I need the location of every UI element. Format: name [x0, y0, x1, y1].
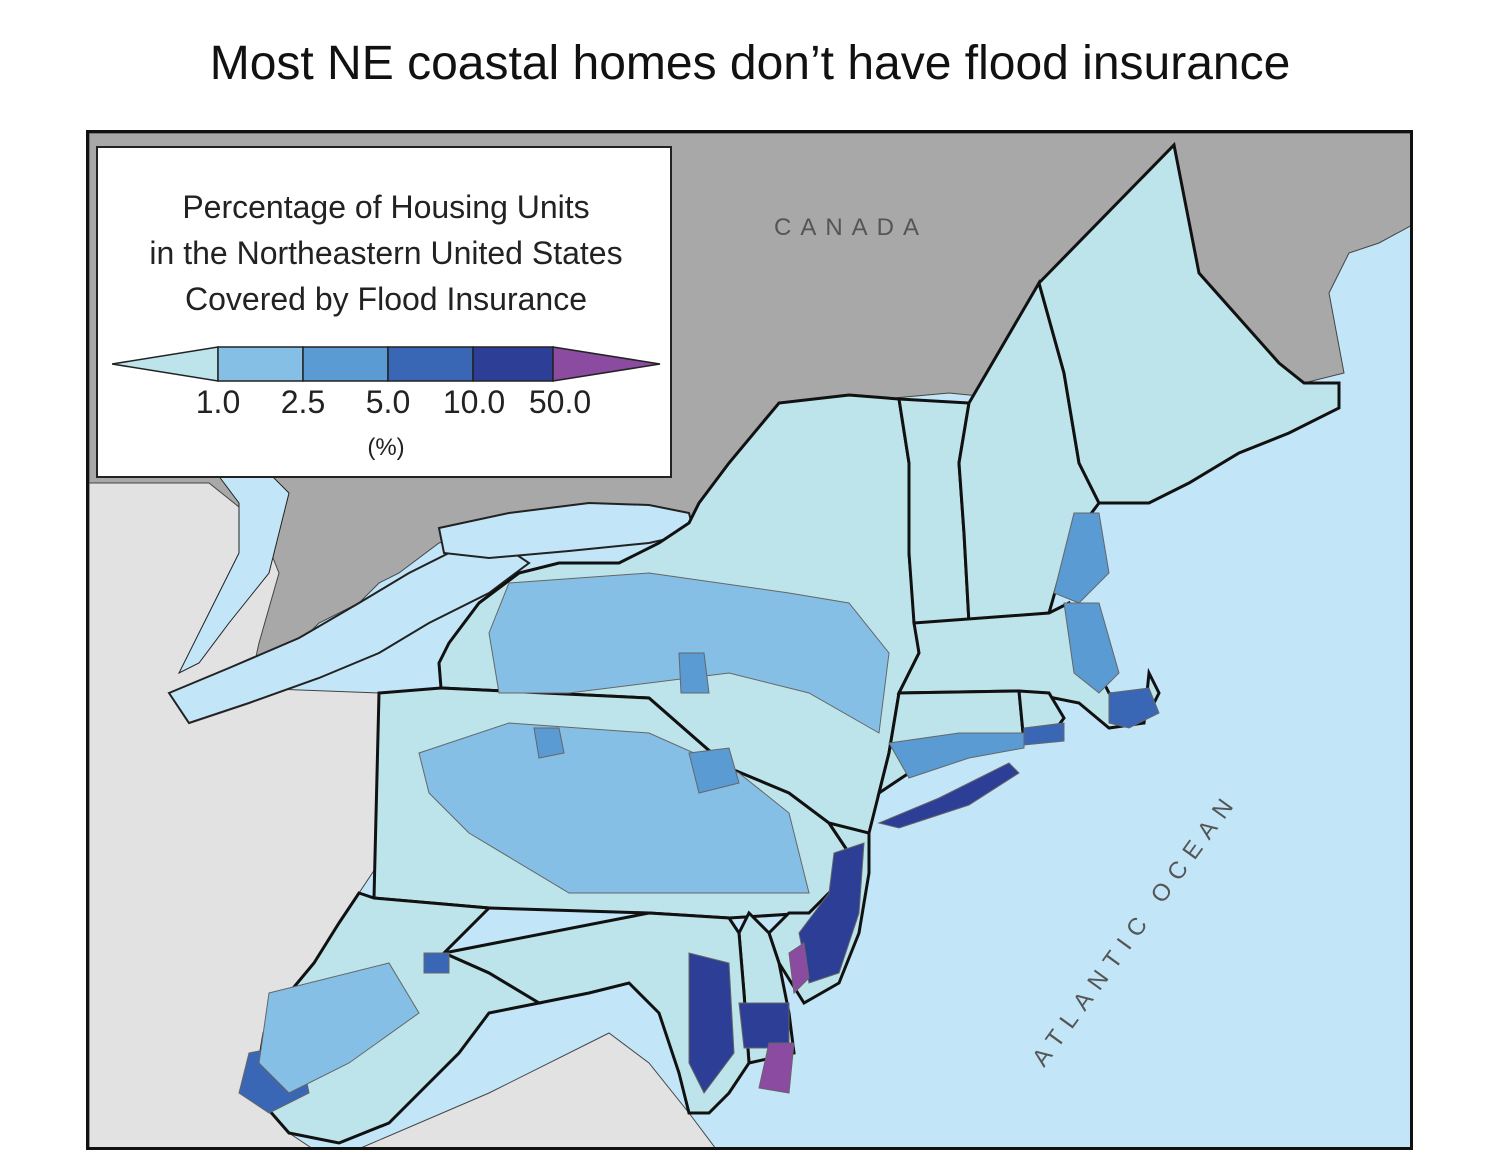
legend-swatch-3: [387, 346, 474, 382]
legend-swatch-4: [472, 346, 554, 382]
legend-tick-4: 10.0: [442, 384, 506, 420]
legend-title-line-3: Covered by Flood Insurance: [185, 281, 587, 317]
patch-ri: [1023, 722, 1065, 746]
legend-title-line-2: in the Northeastern United States: [149, 235, 623, 271]
patch-ma-cape: [1108, 687, 1160, 729]
map-svg: CANADA ATLANTIC OCEAN: [89, 133, 1410, 1147]
legend-swatch-1: [217, 346, 304, 382]
patch-long-island: [877, 762, 1020, 829]
patch-de-coast: [738, 1002, 790, 1049]
patch-wv-light: [258, 962, 420, 1094]
legend-title: Percentage of Housing Units in the North…: [98, 184, 674, 322]
legend-tick-3: 5.0: [365, 384, 411, 420]
legend: Percentage of Housing Units in the North…: [96, 146, 672, 478]
lake-erie: [167, 541, 531, 725]
canada-label: CANADA: [774, 214, 928, 241]
patch-nj-cape: [788, 942, 810, 995]
patch-wv-center: [423, 952, 450, 974]
legend-tick-2: 2.5: [280, 384, 326, 420]
legend-colorbar: [112, 346, 661, 382]
coverage-patches: [238, 512, 1160, 1114]
patch-ny-dark: [678, 652, 710, 694]
map-title: Most NE coastal homes don’t have flood i…: [209, 37, 1291, 90]
patch-md-coast: [758, 1042, 795, 1094]
legend-tick-1: 1.0: [195, 384, 241, 420]
patch-ma-coast: [1063, 602, 1120, 694]
patch-md-bay: [688, 952, 735, 1094]
patch-pa-west: [533, 727, 565, 759]
legend-unit: (%): [367, 434, 405, 461]
legend-tick-5: 50.0: [528, 384, 592, 420]
legend-swatch-2: [302, 346, 389, 382]
patch-nj-coast: [798, 842, 865, 984]
legend-swatch-5: [552, 346, 661, 382]
maine: [1037, 141, 1341, 505]
legend-title-line-1: Percentage of Housing Units: [182, 189, 590, 225]
lower-land: [361, 1032, 716, 1147]
map-area: CANADA ATLANTIC OCEAN: [86, 130, 1413, 1150]
patch-ct-coast: [888, 732, 1025, 779]
legend-swatch-0: [112, 346, 219, 382]
patch-nh-coast: [1053, 512, 1110, 604]
maryland: [439, 911, 751, 1115]
patch-pa-dark: [688, 747, 740, 794]
